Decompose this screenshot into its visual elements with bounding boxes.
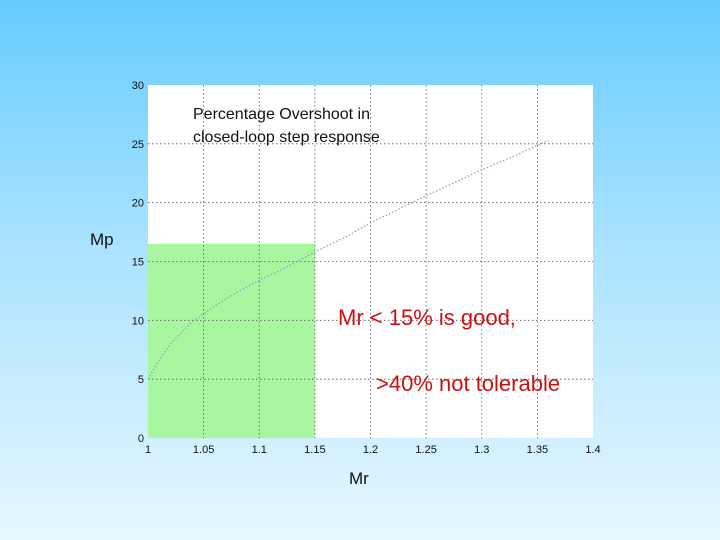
y-tick-label: 10 [132,315,144,327]
overshoot-curve [147,139,549,380]
highlight-layer [148,243,315,438]
x-tick-label: 1.1 [252,444,267,456]
chart-title-line-2: closed-loop step response [193,129,380,146]
series-layer [147,139,549,380]
y-axis-label: Mp [90,230,114,249]
annotation-good: Mr < 15% is good, [338,305,516,330]
y-tick-label: 0 [138,433,144,445]
y-tick-label: 30 [132,80,144,92]
x-tick-label: 1.05 [193,444,214,456]
chart-title-line-1: Percentage Overshoot in [193,106,370,123]
annotation-not-tolerable: >40% not tolerable [376,371,560,396]
x-axis-label: Mr [349,469,369,488]
y-tick-label: 20 [132,198,144,210]
x-tick-label: 1.2 [363,444,378,456]
y-tick-label: 5 [138,374,144,386]
x-tick-label: 1 [145,444,151,456]
x-tick-label: 1.35 [527,444,548,456]
x-tick-label: 1.15 [304,444,325,456]
x-tick-label: 1.3 [474,444,489,456]
x-tick-label: 1.25 [415,444,436,456]
x-tick-label: 1.4 [585,444,600,456]
tick-layer: 1 1.05 1.1 1.15 1.2 1.25 1.3 1.35 1.4 0 5 10 15 20 25 3… [132,80,601,456]
y-tick-label: 25 [132,139,144,151]
grid-layer [148,85,593,438]
highlight-region [148,243,315,438]
y-tick-label: 15 [132,257,144,269]
